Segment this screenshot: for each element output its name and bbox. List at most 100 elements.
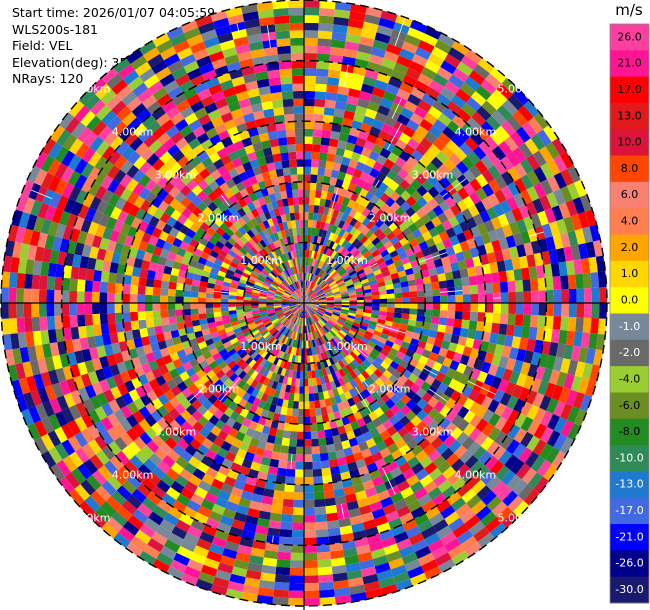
velocity-gate (279, 68, 293, 77)
velocity-gate (148, 139, 163, 154)
velocity-gate (292, 316, 298, 324)
velocity-gate (488, 412, 501, 427)
velocity-gate (511, 257, 521, 270)
velocity-gate (81, 348, 92, 362)
velocity-gate (208, 510, 223, 523)
velocity-gate (281, 91, 294, 100)
velocity-gate (304, 386, 309, 394)
velocity-gate (234, 254, 243, 262)
velocity-gate (359, 36, 375, 47)
velocity-gate (507, 181, 520, 197)
velocity-gate (321, 214, 328, 223)
velocity-gate (288, 300, 297, 303)
velocity-gate (356, 343, 366, 351)
velocity-gate (132, 82, 149, 97)
velocity-gate (560, 316, 569, 331)
velocity-gate (487, 426, 501, 442)
velocity-gate (343, 276, 352, 283)
velocity-gate (179, 512, 194, 526)
velocity-gate (350, 151, 362, 162)
velocity-gate (320, 271, 327, 279)
velocity-gate (311, 266, 316, 275)
velocity-gate (255, 206, 264, 216)
velocity-gate (237, 379, 247, 389)
velocity-gate (476, 105, 492, 121)
velocity-gate (101, 445, 116, 461)
velocity-gate (335, 321, 344, 328)
velocity-gate (175, 364, 186, 375)
velocity-gate (294, 281, 299, 290)
velocity-gate (353, 451, 364, 462)
velocity-gate (176, 213, 188, 225)
velocity-gate (289, 339, 295, 347)
velocity-gate (97, 125, 113, 141)
velocity-gate (167, 60, 184, 74)
velocity-gate (235, 295, 244, 300)
velocity-gate (15, 226, 26, 244)
velocity-gate (491, 322, 500, 334)
velocity-gate (433, 119, 448, 133)
velocity-gate (292, 282, 298, 290)
velocity-gate (331, 285, 339, 291)
velocity-gate (391, 145, 404, 157)
velocity-gate (176, 99, 191, 113)
velocity-gate (62, 327, 73, 341)
velocity-gate (103, 389, 116, 403)
velocity-gate (353, 336, 362, 344)
velocity-gate (331, 31, 347, 42)
velocity-gate (468, 320, 478, 331)
velocity-gate (320, 282, 328, 289)
velocity-gate (292, 197, 299, 206)
velocity-gate (239, 350, 248, 359)
velocity-gate (282, 294, 290, 299)
velocity-gate (316, 53, 331, 62)
velocity-gate (236, 292, 245, 297)
velocity-gate (299, 296, 304, 303)
velocity-gate (236, 147, 247, 158)
velocity-gate (424, 342, 434, 352)
velocity-gate (262, 368, 270, 378)
velocity-gate (286, 330, 292, 338)
velocity-gate (12, 241, 23, 258)
velocity-gate (234, 330, 244, 338)
velocity-gate (136, 108, 152, 123)
velocity-gate (326, 191, 334, 201)
velocity-gate (71, 121, 87, 139)
velocity-gate (333, 295, 342, 299)
velocity-gate (421, 499, 437, 513)
velocity-gate (30, 389, 43, 407)
velocity-gate (362, 315, 371, 321)
velocity-gate (369, 337, 379, 345)
velocity-gate (330, 284, 338, 290)
velocity-gate (522, 279, 531, 292)
velocity-gate (399, 359, 409, 370)
velocity-gate (371, 508, 386, 520)
velocity-gate (326, 304, 335, 307)
velocity-gate (349, 272, 358, 279)
velocity-gate (19, 243, 30, 260)
velocity-gate (347, 134, 358, 145)
velocity-gate (450, 390, 462, 403)
velocity-gate (205, 292, 214, 299)
velocity-gate (573, 408, 587, 427)
velocity-gate (286, 321, 292, 329)
velocity-gate (380, 10, 398, 23)
velocity-gate (139, 268, 149, 279)
velocity-gate (203, 420, 215, 432)
velocity-gate (293, 98, 304, 107)
velocity-gate (278, 222, 285, 231)
velocity-gate (462, 397, 475, 411)
colorbar-swatch (610, 497, 649, 525)
velocity-gate (382, 344, 392, 353)
velocity-gate (277, 333, 284, 342)
velocity-gate (163, 331, 173, 341)
velocity-gate (486, 94, 503, 111)
velocity-gate (255, 321, 264, 328)
velocity-gate (270, 451, 281, 461)
velocity-gate (241, 458, 253, 469)
velocity-gate (390, 491, 404, 504)
velocity-gate (121, 500, 138, 515)
velocity-gate (62, 133, 78, 151)
velocity-gate (268, 209, 276, 219)
velocity-gate (414, 250, 425, 260)
